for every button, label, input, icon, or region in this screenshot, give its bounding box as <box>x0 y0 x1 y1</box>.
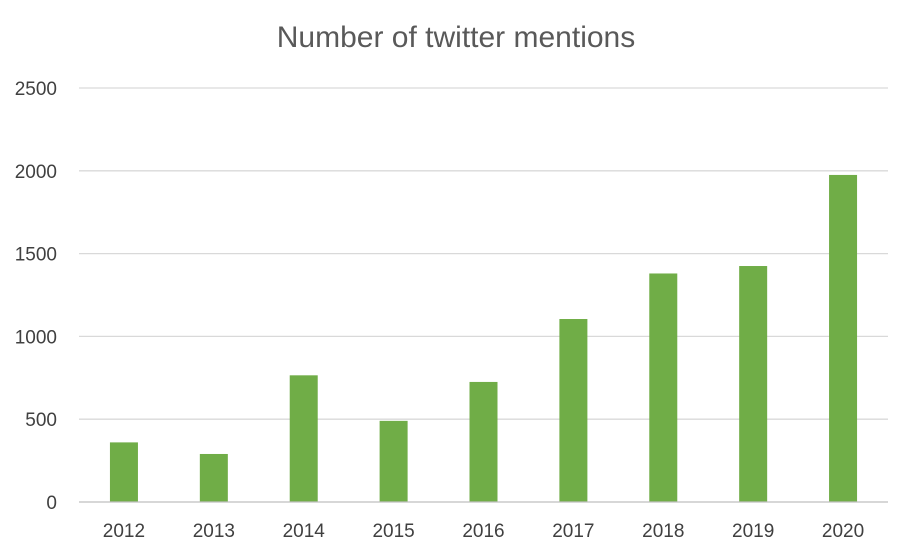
x-tick-label: 2016 <box>462 521 504 542</box>
bar-2019 <box>739 266 768 502</box>
y-tick-label: 2000 <box>15 162 57 183</box>
x-axis-ticks: 2012 2013 2014 2015 2016 2017 2018 2019 2020 <box>103 521 864 542</box>
x-tick-label: 2017 <box>552 521 594 542</box>
y-tick-label: 0 <box>46 493 57 514</box>
x-tick-label: 2019 <box>732 521 774 542</box>
bar-2016 <box>469 381 498 502</box>
x-tick-label: 2013 <box>193 521 235 542</box>
bar-2014 <box>289 375 318 502</box>
bar-2012 <box>109 442 138 502</box>
bar-2018 <box>649 273 678 502</box>
y-tick-label: 2500 <box>15 79 57 100</box>
bar-2020 <box>829 174 858 502</box>
bar-2017 <box>559 319 588 502</box>
x-tick-label: 2015 <box>372 521 414 542</box>
x-tick-label: 2012 <box>103 521 145 542</box>
x-tick-label: 2020 <box>822 521 864 542</box>
x-tick-label: 2018 <box>642 521 684 542</box>
bar-2013 <box>199 453 228 502</box>
x-tick-label: 2014 <box>283 521 326 542</box>
y-axis-ticks: 0 500 1000 1500 2000 2500 <box>15 79 57 514</box>
y-tick-label: 1500 <box>15 245 57 266</box>
y-tick-label: 500 <box>25 410 57 431</box>
bar-2015 <box>379 420 408 502</box>
chart-title: Number of twitter mentions <box>277 21 635 54</box>
bars <box>109 174 858 502</box>
y-tick-label: 1000 <box>15 327 57 348</box>
